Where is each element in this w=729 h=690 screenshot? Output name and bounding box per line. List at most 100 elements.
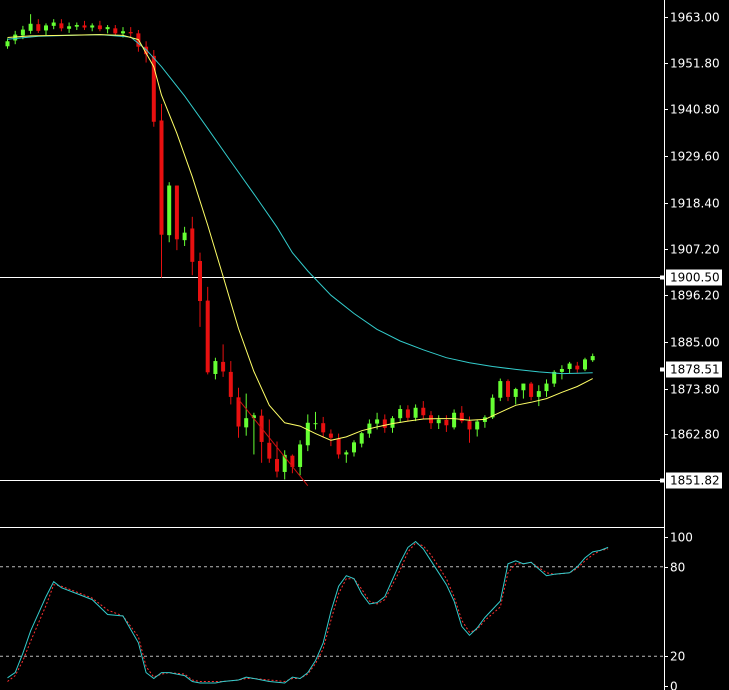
- candle[interactable]: [228, 361, 233, 405]
- candle[interactable]: [382, 414, 387, 433]
- candle[interactable]: [413, 404, 418, 422]
- candle-body: [498, 381, 503, 398]
- candle-body: [44, 25, 48, 31]
- candle[interactable]: [544, 379, 549, 397]
- candle[interactable]: [198, 252, 202, 327]
- candle[interactable]: [167, 182, 172, 243]
- candle-body: [444, 419, 449, 426]
- candle[interactable]: [467, 416, 472, 443]
- price-tag-box: [666, 361, 722, 378]
- candle-body: [536, 391, 541, 397]
- stochastic-tick-label: 20: [670, 650, 685, 664]
- candle[interactable]: [490, 394, 495, 420]
- candle-body: [159, 120, 164, 235]
- candle[interactable]: [282, 450, 287, 480]
- candle[interactable]: [298, 440, 303, 476]
- candle[interactable]: [59, 19, 64, 32]
- candle[interactable]: [405, 405, 410, 422]
- candle[interactable]: [174, 185, 179, 251]
- price-tick-label: 1885.00: [670, 336, 720, 350]
- candle-body: [506, 381, 510, 397]
- candle[interactable]: [28, 14, 33, 34]
- candle-body: [174, 185, 179, 240]
- candle[interactable]: [105, 25, 110, 34]
- candle[interactable]: [436, 415, 441, 430]
- candle[interactable]: [313, 411, 318, 430]
- candle-body: [151, 55, 156, 122]
- candle[interactable]: [459, 406, 464, 424]
- price-tick-label: 1896.20: [670, 289, 720, 303]
- stochastic-tick-label: 80: [670, 561, 685, 575]
- candle[interactable]: [590, 353, 595, 362]
- candle[interactable]: [513, 387, 518, 405]
- candle[interactable]: [151, 50, 156, 127]
- candle[interactable]: [20, 25, 25, 40]
- candle[interactable]: [521, 383, 526, 399]
- candle[interactable]: [444, 415, 449, 432]
- candle[interactable]: [529, 381, 534, 401]
- candle[interactable]: [97, 20, 102, 32]
- candle-body: [413, 407, 418, 418]
- candle[interactable]: [452, 409, 457, 430]
- candle[interactable]: [305, 414, 310, 452]
- trendline[interactable]: [238, 399, 309, 487]
- candle-body: [552, 371, 557, 384]
- candle[interactable]: [90, 23, 95, 32]
- candle[interactable]: [190, 216, 195, 276]
- candle[interactable]: [336, 433, 341, 459]
- candle[interactable]: [44, 23, 48, 36]
- candle[interactable]: [221, 344, 226, 377]
- candle[interactable]: [352, 440, 356, 457]
- candle-body: [583, 359, 587, 370]
- candle[interactable]: [559, 365, 564, 380]
- candle[interactable]: [398, 405, 403, 423]
- candle-body: [590, 356, 595, 361]
- candle[interactable]: [182, 226, 187, 246]
- candle[interactable]: [290, 454, 295, 474]
- candle[interactable]: [113, 25, 118, 36]
- candle[interactable]: [251, 412, 256, 455]
- candle-body: [244, 418, 249, 428]
- candle[interactable]: [67, 22, 72, 33]
- candle-body: [452, 412, 457, 428]
- candle[interactable]: [82, 20, 87, 31]
- candle[interactable]: [475, 419, 480, 437]
- candle[interactable]: [159, 103, 164, 278]
- candle[interactable]: [51, 19, 56, 30]
- candle[interactable]: [575, 361, 580, 373]
- price-tag-label: 1878.51: [670, 363, 720, 377]
- candle[interactable]: [205, 286, 210, 375]
- candle-body: [36, 24, 41, 31]
- candle[interactable]: [144, 41, 149, 63]
- candle[interactable]: [328, 429, 333, 447]
- candle[interactable]: [128, 27, 133, 38]
- candle-body: [475, 421, 480, 430]
- candle[interactable]: [236, 387, 241, 438]
- candle[interactable]: [267, 419, 272, 463]
- candle-body: [575, 365, 580, 370]
- candle-body: [167, 185, 172, 236]
- candle-body: [513, 388, 518, 397]
- candle[interactable]: [536, 385, 541, 407]
- candle[interactable]: [213, 357, 218, 380]
- candle[interactable]: [321, 416, 326, 438]
- candle[interactable]: [359, 431, 364, 448]
- moving-average-slow: [7, 34, 593, 375]
- moving-averages-layer: [7, 34, 593, 441]
- candle[interactable]: [421, 401, 426, 420]
- candle-body: [467, 421, 472, 430]
- candle[interactable]: [567, 361, 572, 374]
- candle-body: [251, 415, 256, 419]
- candle[interactable]: [344, 450, 349, 463]
- candle[interactable]: [36, 19, 41, 33]
- candle[interactable]: [244, 393, 249, 436]
- price-tag: 1900.50: [660, 269, 722, 286]
- candle[interactable]: [498, 378, 503, 402]
- candle[interactable]: [5, 38, 10, 49]
- candle[interactable]: [583, 357, 587, 372]
- candle[interactable]: [74, 22, 79, 31]
- candle[interactable]: [390, 416, 395, 433]
- candle[interactable]: [13, 30, 18, 45]
- candle[interactable]: [506, 379, 510, 402]
